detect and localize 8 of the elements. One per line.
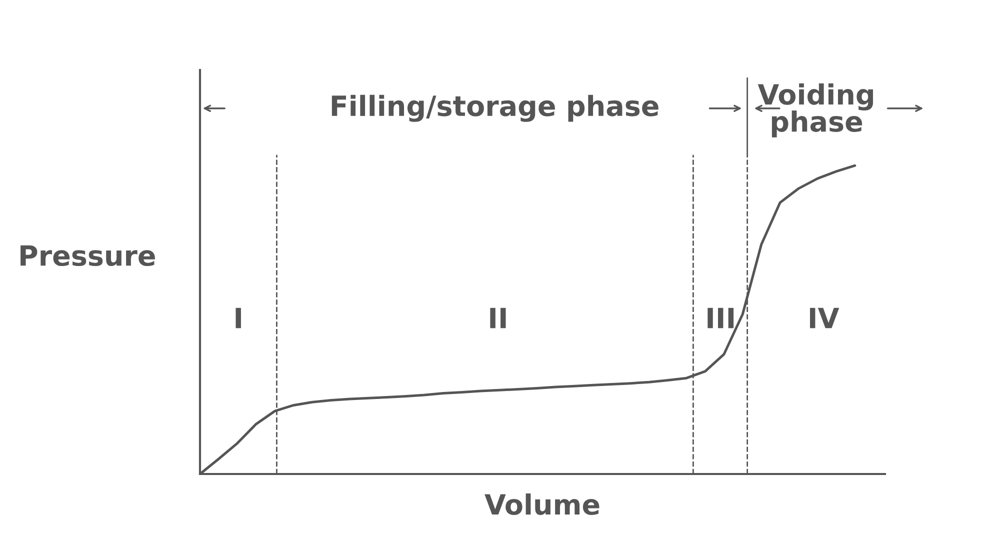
y-axis-title: Pressure bbox=[20, 245, 155, 266]
annotation: I bbox=[236, 308, 241, 328]
text: Filling/storage phase bbox=[332, 94, 658, 122]
annotation: III bbox=[708, 308, 734, 328]
annotation: II bbox=[490, 308, 506, 328]
x-axis-title: Volume bbox=[484, 493, 600, 515]
annotation: IV bbox=[810, 308, 840, 328]
text: Voiding phase bbox=[758, 83, 873, 138]
